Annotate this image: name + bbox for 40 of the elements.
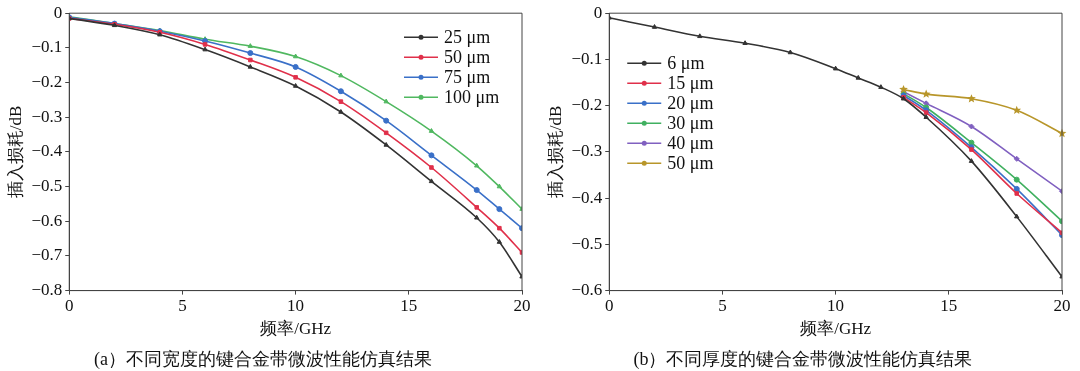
- x-tick-label: 10: [287, 296, 305, 316]
- text: (a）不同宽度的键合金带微波性能仿真结果: [94, 348, 432, 370]
- y-tick-label: −0.4: [571, 187, 603, 207]
- legend-label: 100 μm: [444, 86, 500, 107]
- x-tick-label: 5: [718, 296, 727, 316]
- text: (b）不同厚度的键合金带微波性能仿真结果: [633, 348, 973, 370]
- x-tick-label: 20: [513, 296, 531, 316]
- legend-label: 50 μm: [444, 46, 491, 67]
- y-tick-label: 0: [53, 2, 63, 22]
- y-tick-label: −0.2: [31, 72, 63, 92]
- legend-label: 6 μm: [667, 52, 705, 73]
- legend-label: 20 μm: [667, 92, 714, 113]
- legend-label: 15 μm: [667, 72, 714, 93]
- x-tick-label: 5: [178, 296, 187, 316]
- y-tick-label: −0.3: [571, 141, 603, 161]
- legend-label: 40 μm: [667, 132, 714, 153]
- y-tick-label: −0.5: [571, 233, 603, 253]
- y-tick-label: 0: [593, 2, 603, 22]
- y-tick-label: −0.7: [31, 245, 63, 265]
- x-tick-label: 20: [1053, 296, 1071, 316]
- y-tick-label: −0.4: [31, 141, 63, 161]
- legend-label: 50 μm: [667, 152, 714, 173]
- y-tick-label: −0.6: [31, 210, 63, 230]
- y-tick-label: −0.6: [571, 280, 603, 300]
- y-tick-label: −0.1: [31, 37, 63, 57]
- legend-label: 25 μm: [444, 26, 491, 47]
- y-tick-label: −0.1: [571, 48, 603, 68]
- x-axis-title: 频率/GHz: [260, 318, 332, 338]
- x-tick-label: 10: [827, 296, 845, 316]
- legend-label: 30 μm: [667, 112, 714, 133]
- y-tick-label: −0.3: [31, 106, 63, 126]
- y-tick-label: −0.2: [571, 95, 603, 115]
- x-tick-label: 15: [940, 296, 958, 316]
- y-tick-label: −0.5: [31, 176, 63, 196]
- y-axis-title: 插入损耗/dB: [545, 105, 565, 199]
- y-tick-label: −0.8: [31, 280, 63, 300]
- x-axis-title: 频率/GHz: [800, 318, 872, 338]
- x-tick-label: 15: [400, 296, 418, 316]
- legend-label: 75 μm: [444, 66, 491, 87]
- y-axis-title: 插入损耗/dB: [5, 105, 25, 199]
